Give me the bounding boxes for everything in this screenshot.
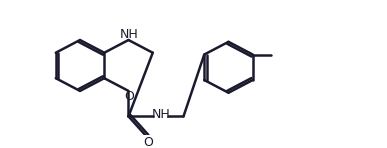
Text: NH: NH (120, 28, 139, 41)
Text: O: O (144, 136, 153, 148)
Text: NH: NH (152, 108, 171, 121)
Text: O: O (125, 90, 134, 103)
